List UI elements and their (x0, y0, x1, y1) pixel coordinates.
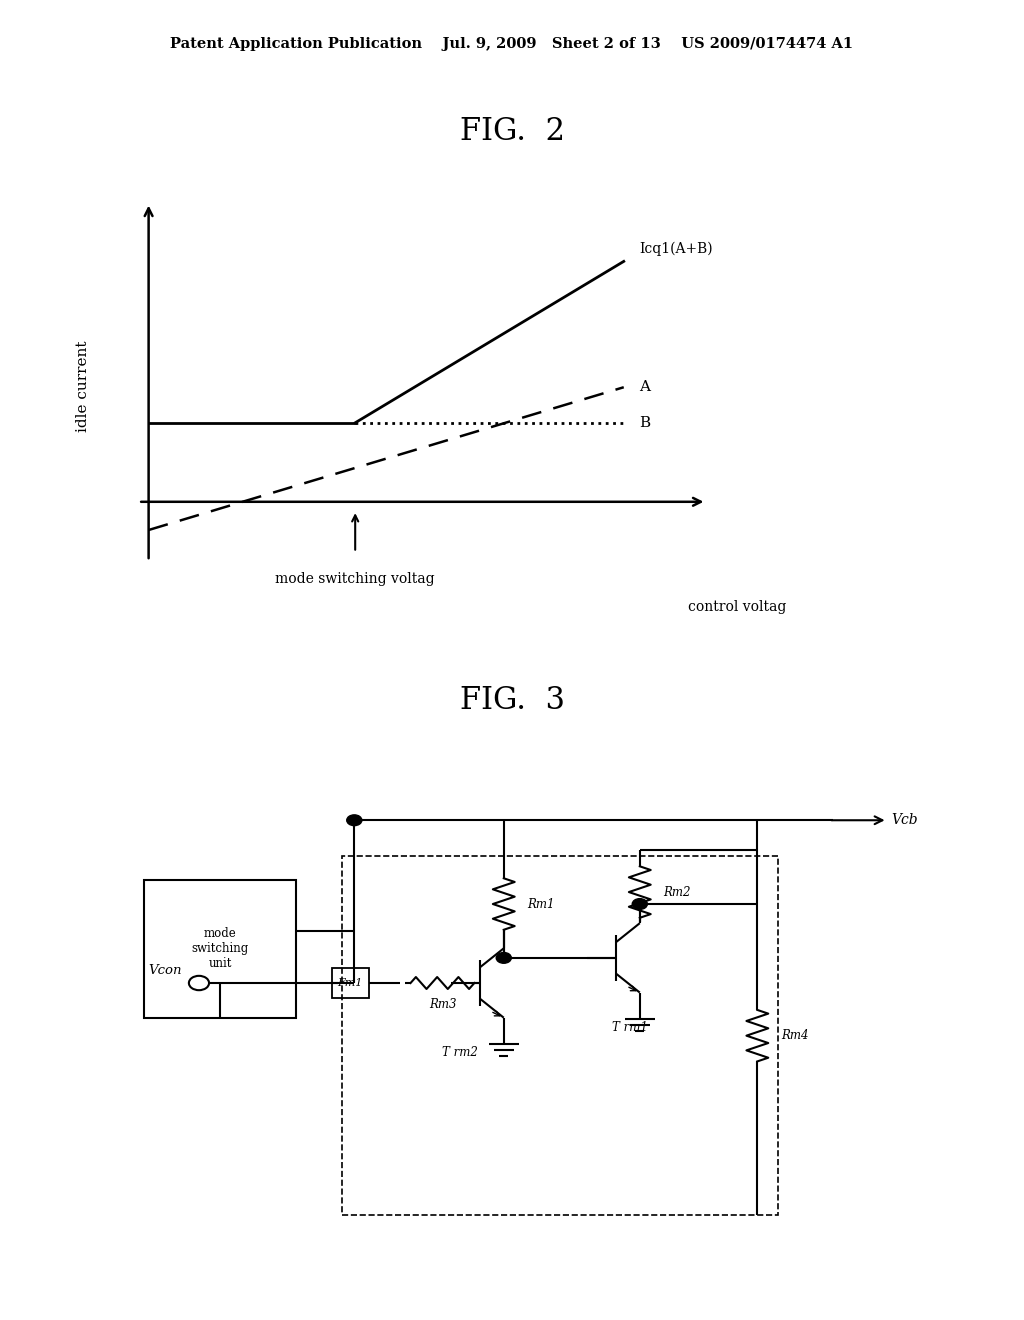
Text: FIG.  3: FIG. 3 (460, 685, 564, 717)
Bar (342, 857, 778, 1216)
Text: Vcb: Vcb (892, 813, 919, 828)
Text: Vcon: Vcon (148, 964, 182, 977)
Text: Rm4: Rm4 (781, 1030, 808, 1043)
Text: Patent Application Publication    Jul. 9, 2009   Sheet 2 of 13    US 2009/017447: Patent Application Publication Jul. 9, 2… (170, 37, 854, 50)
Circle shape (347, 814, 361, 825)
Text: A: A (639, 380, 650, 395)
Bar (144, 880, 296, 1018)
Text: Rm2: Rm2 (664, 886, 691, 899)
Text: idle current: idle current (76, 341, 90, 432)
Text: Rm3: Rm3 (429, 998, 457, 1011)
Text: FIG.  2: FIG. 2 (460, 116, 564, 148)
Text: Rm1: Rm1 (527, 898, 555, 911)
Circle shape (632, 899, 647, 909)
Text: mode switching voltag: mode switching voltag (275, 573, 435, 586)
Text: T rm1: T rm1 (612, 1020, 648, 1034)
Text: control voltag: control voltag (688, 601, 786, 614)
Text: Fm1: Fm1 (338, 978, 362, 987)
Circle shape (497, 953, 511, 964)
Bar (332, 968, 369, 998)
Text: mode
switching
unit: mode switching unit (191, 928, 249, 970)
Text: T rm2: T rm2 (442, 1045, 478, 1059)
Text: Icq1(A+B): Icq1(A+B) (639, 242, 713, 256)
Text: B: B (639, 416, 650, 430)
